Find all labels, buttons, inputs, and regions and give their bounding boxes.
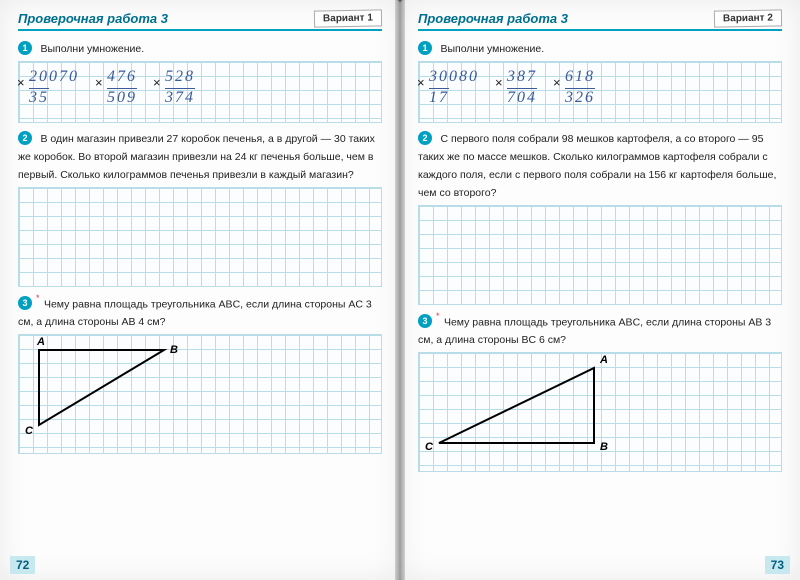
triangle-svg	[19, 335, 219, 445]
times-icon: ×	[17, 76, 25, 90]
task-2: 2 С первого поля собрали 98 мешков карто…	[418, 129, 782, 305]
task-1: 1 Выполни умножение. × 20070 35 × 476 50…	[18, 39, 382, 123]
triangle-grid: A B C	[418, 352, 782, 472]
task-2: 2 В один магазин привезли 27 коробок печ…	[18, 129, 382, 287]
mult-2: × 387 704	[507, 68, 537, 116]
task-num: 3	[422, 316, 427, 326]
mult-bot: 704	[507, 88, 537, 107]
times-icon: ×	[153, 76, 161, 90]
mult-3: × 618 326	[565, 68, 595, 116]
times-icon: ×	[553, 76, 561, 90]
multiplication-grid: × 30080 17 × 387 704 × 618 326	[418, 61, 782, 123]
vertex-c: C	[425, 441, 433, 453]
task-text: Чему равна площадь треугольника ABC, есл…	[18, 298, 372, 328]
times-icon: ×	[417, 76, 425, 90]
mult-bot: 326	[565, 88, 595, 107]
vertex-b: B	[170, 344, 178, 356]
mult-bot: 374	[165, 88, 195, 107]
header-title: Проверочная работа 3	[18, 11, 168, 26]
page-left: Проверочная работа 3 Вариант 1 1 Выполни…	[0, 0, 400, 580]
mult-3: × 528 374	[165, 68, 195, 116]
vertex-c: C	[25, 425, 33, 437]
task-text: Чему равна площадь треугольника ABC, есл…	[418, 316, 771, 346]
mult-top: 528	[165, 68, 195, 86]
variant-badge: Вариант 1	[314, 9, 382, 27]
vertex-a: A	[600, 354, 608, 366]
task-bullet: 1	[418, 41, 432, 55]
mult-1: × 20070 35	[29, 68, 79, 116]
page-number: 72	[10, 556, 35, 574]
task-bullet: 3	[18, 296, 32, 310]
vertex-b: B	[600, 441, 608, 453]
page-header: Проверочная работа 3 Вариант 1	[18, 10, 382, 31]
triangle-grid: A B C	[18, 334, 382, 454]
multiplication-grid: × 20070 35 × 476 509 × 528 374	[18, 61, 382, 123]
mult-bot: 509	[107, 88, 137, 107]
page-right: Проверочная работа 3 Вариант 2 1 Выполни…	[400, 0, 800, 580]
answer-grid	[418, 205, 782, 305]
task-bullet: 2	[18, 131, 32, 145]
task-bullet: 2	[418, 131, 432, 145]
header-title: Проверочная работа 3	[418, 11, 568, 26]
mult-bot: 17	[429, 88, 449, 107]
task-num: 3	[22, 298, 27, 308]
variant-badge: Вариант 2	[714, 9, 782, 27]
task-3: 3 * Чему равна площадь треугольника ABC, …	[18, 293, 382, 454]
mult-bot: 35	[29, 88, 49, 107]
task-1: 1 Выполни умножение. × 30080 17 × 387 70…	[418, 39, 782, 123]
task-bullet: 3	[418, 314, 432, 328]
mult-top: 387	[507, 68, 537, 86]
book-spine	[395, 0, 405, 580]
times-icon: ×	[95, 76, 103, 90]
task-bullet: 1	[18, 41, 32, 55]
task-text: Выполни умножение.	[440, 43, 544, 55]
task-text: Выполни умножение.	[40, 43, 144, 55]
page-header: Проверочная работа 3 Вариант 2	[418, 10, 782, 31]
star-icon: *	[436, 311, 440, 321]
task-3: 3 * Чему равна площадь треугольника ABC, …	[418, 311, 782, 472]
page-number: 73	[765, 556, 790, 574]
mult-1: × 30080 17	[429, 68, 479, 116]
task-text: В один магазин привезли 27 коробок печен…	[18, 133, 375, 181]
task-text: С первого поля собрали 98 мешков картофе…	[418, 133, 776, 199]
vertex-a: A	[37, 336, 45, 348]
mult-top: 30080	[429, 68, 479, 86]
answer-grid	[18, 187, 382, 287]
mult-top: 20070	[29, 68, 79, 86]
mult-top: 618	[565, 68, 595, 86]
times-icon: ×	[495, 76, 503, 90]
star-icon: *	[36, 293, 40, 303]
mult-2: × 476 509	[107, 68, 137, 116]
mult-top: 476	[107, 68, 137, 86]
